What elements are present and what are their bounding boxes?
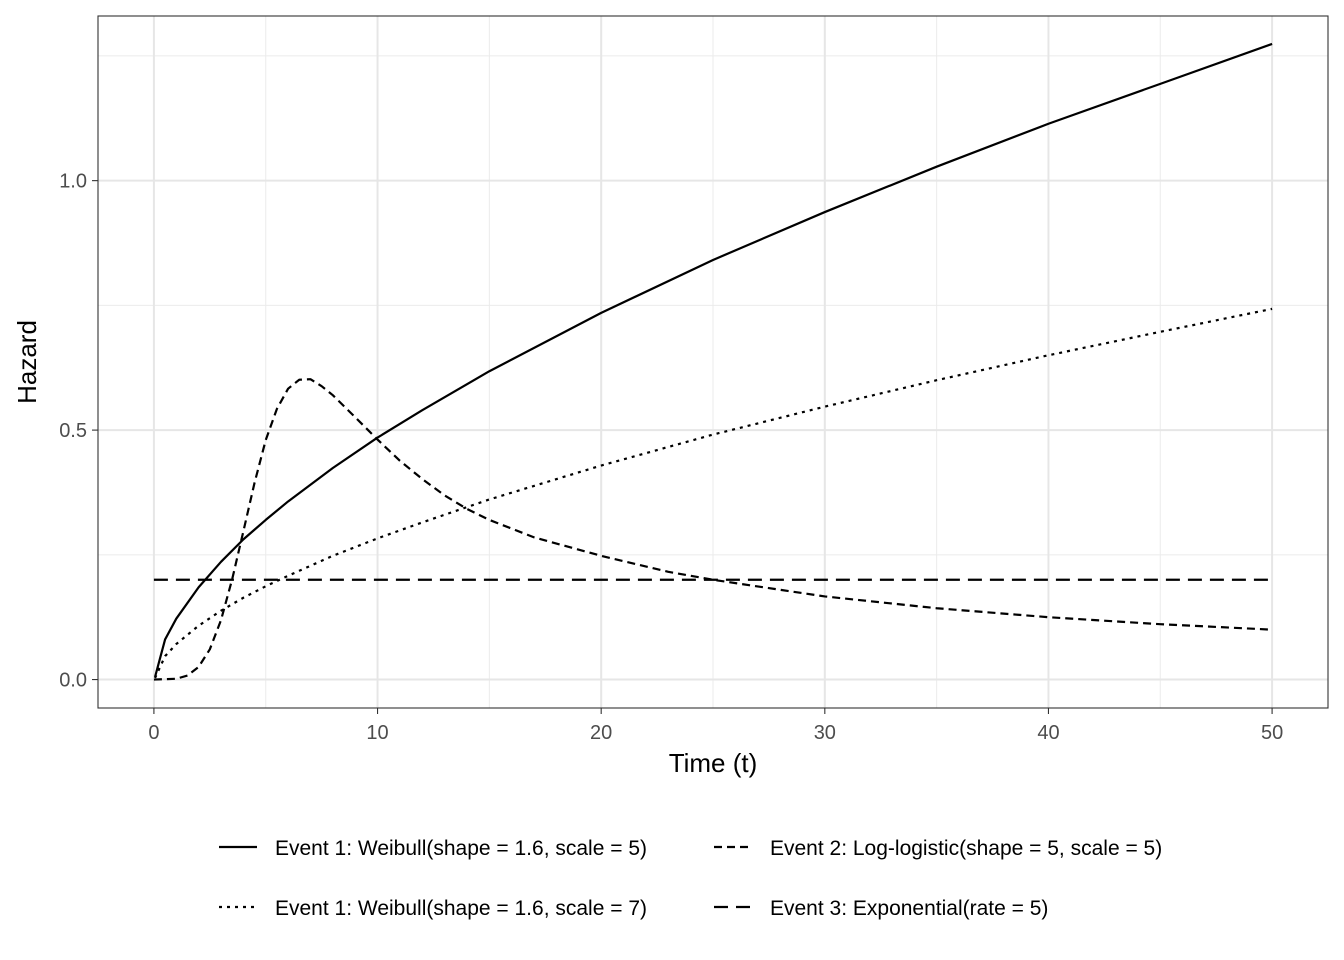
y-tick-label: 0.0 xyxy=(59,670,87,692)
legend-label-weibull-scale-7: Event 1: Weibull(shape = 1.6, scale = 7) xyxy=(275,897,647,920)
series-line-1 xyxy=(153,42,1273,678)
grid-major xyxy=(98,16,1328,708)
grid-minor xyxy=(98,16,1328,708)
plot-panel-border xyxy=(97,15,1329,709)
legend-item-weibull-scale-7: Event 1: Weibull(shape = 1.6, scale = 7) xyxy=(219,897,647,920)
y-tick-label: 0.5 xyxy=(59,420,87,442)
y-tick-label: 1.0 xyxy=(59,171,87,193)
legend-label-exponential: Event 3: Exponential(rate = 5) xyxy=(770,897,1048,920)
x-tick-label: 20 xyxy=(590,722,612,744)
x-tick-label: 10 xyxy=(366,722,388,744)
x-tick-label: 50 xyxy=(1261,722,1283,744)
y-axis-title: Hazard xyxy=(12,320,42,404)
legend-label-loglogistic: Event 2: Log-logistic(shape = 5, scale =… xyxy=(770,837,1162,860)
legend-item-weibull-scale-5: Event 1: Weibull(shape = 1.6, scale = 5) xyxy=(219,837,647,860)
legend-label-weibull-scale-5: Event 1: Weibull(shape = 1.6, scale = 5) xyxy=(275,837,647,860)
series-layer xyxy=(153,42,1273,681)
series-line-3 xyxy=(153,378,1273,681)
x-tick-label: 0 xyxy=(148,722,159,744)
legend-item-loglogistic: Event 2: Log-logistic(shape = 5, scale =… xyxy=(714,837,1162,860)
x-tick-label: 40 xyxy=(1037,722,1059,744)
legend-item-exponential: Event 3: Exponential(rate = 5) xyxy=(714,897,1048,920)
y-axis: 0.0 0.5 1.0 xyxy=(59,171,98,692)
series-line-2 xyxy=(154,307,1273,679)
legend: Event 1: Weibull(shape = 1.6, scale = 5)… xyxy=(219,837,1162,920)
x-axis-title: Time (t) xyxy=(669,748,758,778)
x-axis: 0 10 20 30 40 50 xyxy=(148,708,1283,744)
x-tick-label: 30 xyxy=(814,722,836,744)
